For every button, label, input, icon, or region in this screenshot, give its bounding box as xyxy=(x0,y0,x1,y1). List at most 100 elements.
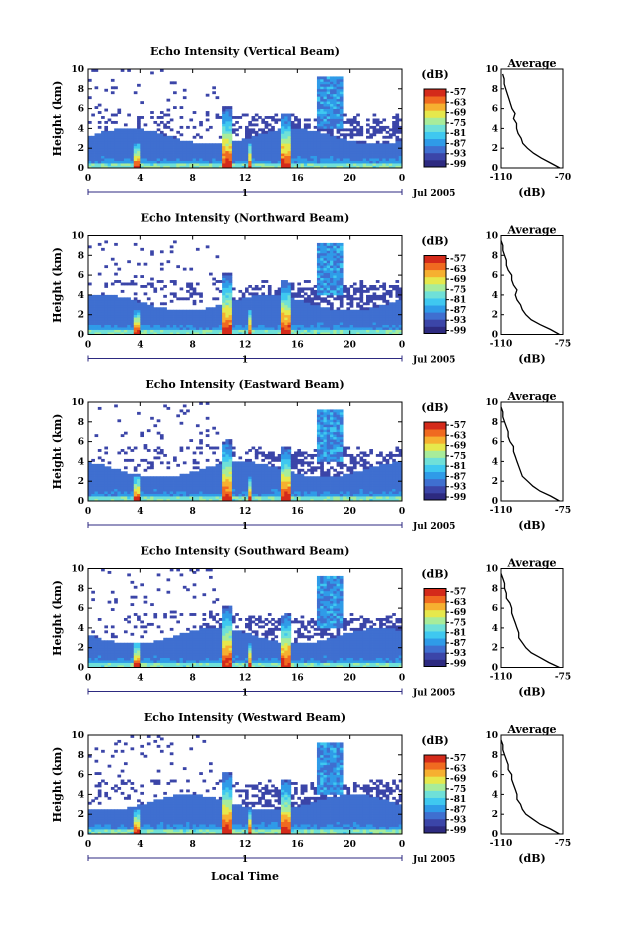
heat-cell xyxy=(228,302,233,306)
heat-cell xyxy=(336,130,341,134)
heat-cell xyxy=(326,91,331,95)
heat-cell xyxy=(284,468,288,472)
heat-cell xyxy=(241,312,246,316)
heat-cell xyxy=(271,302,275,306)
heat-cell xyxy=(94,332,99,335)
heat-cell xyxy=(228,150,233,154)
heat-cell xyxy=(205,491,210,494)
heat-cell xyxy=(101,471,105,475)
heat-cell xyxy=(245,466,249,470)
heat-cell xyxy=(395,302,400,306)
heat-cell xyxy=(120,491,125,494)
heat-cell xyxy=(225,483,230,487)
heat-cell xyxy=(222,165,226,169)
profile-y-tick-label: 0 xyxy=(492,164,498,174)
heat-cell xyxy=(359,287,364,291)
heat-cell xyxy=(163,481,167,485)
heat-cell xyxy=(209,319,213,323)
heat-cell xyxy=(362,324,367,328)
heat-cell xyxy=(349,133,354,137)
heat-cell xyxy=(343,289,347,293)
profile-y-tick-label: 10 xyxy=(485,232,498,242)
heat-cell xyxy=(248,324,252,328)
heat-cell xyxy=(330,275,334,278)
heat-cell xyxy=(264,302,269,306)
heat-cell xyxy=(163,113,167,117)
date-label: Jul 2005 xyxy=(412,189,455,199)
heat-cell xyxy=(366,153,370,157)
heat-cell xyxy=(323,327,328,330)
heat-cell xyxy=(123,491,128,494)
heat-cell xyxy=(137,481,141,485)
heat-cell xyxy=(280,133,285,137)
heat-cell xyxy=(225,158,230,161)
heat-cell xyxy=(267,314,272,318)
heat-cell xyxy=(264,309,269,313)
heat-cell xyxy=(110,304,115,308)
heat-cell xyxy=(336,76,341,80)
heat-cell xyxy=(209,498,213,502)
heat-cell xyxy=(231,491,236,494)
heat-cell xyxy=(117,327,122,330)
heat-cell xyxy=(297,307,302,311)
heat-cell xyxy=(159,130,164,134)
heat-cell xyxy=(267,140,272,144)
heat-cell xyxy=(205,150,210,154)
heat-cell xyxy=(91,486,95,490)
heat-cell xyxy=(316,434,321,438)
heat-cell xyxy=(330,96,334,100)
heat-cell xyxy=(209,165,213,169)
heat-cell xyxy=(326,312,331,316)
heat-cell xyxy=(228,133,233,137)
heat-cell xyxy=(186,153,190,157)
heat-cell xyxy=(313,491,318,494)
heat-cell xyxy=(215,143,220,147)
heat-cell xyxy=(379,165,383,169)
heat-cell xyxy=(97,327,102,330)
heat-cell xyxy=(205,466,210,470)
heat-cell xyxy=(398,307,403,311)
heat-cell xyxy=(359,133,364,137)
heat-cell xyxy=(303,145,308,149)
heat-cell xyxy=(251,116,256,119)
heat-cell xyxy=(320,103,324,107)
heat-cell xyxy=(163,302,167,306)
heat-cell xyxy=(88,163,92,166)
colorbar-tick-label: -93 xyxy=(450,316,466,326)
heat-cell xyxy=(166,461,171,465)
heat-cell xyxy=(140,312,145,316)
heat-cell xyxy=(215,483,220,487)
heat-cell xyxy=(258,468,262,472)
heat-cell xyxy=(398,148,403,152)
heat-cell xyxy=(91,314,95,318)
heat-cell xyxy=(372,113,377,117)
heat-cell xyxy=(267,155,272,159)
heat-cell xyxy=(159,327,164,330)
heat-cell xyxy=(215,478,220,482)
heat-cell xyxy=(97,133,102,137)
heat-cell xyxy=(316,111,321,114)
colorbar-tick-label: -69 xyxy=(450,109,466,119)
heat-cell xyxy=(352,140,357,144)
heat-cell xyxy=(313,160,318,164)
heat-cell xyxy=(356,165,360,169)
heat-cell xyxy=(140,128,145,132)
heat-cell xyxy=(349,165,354,169)
heat-cell xyxy=(202,481,207,485)
heat-cell xyxy=(277,140,282,144)
heat-cell xyxy=(290,130,295,134)
heat-cell xyxy=(159,138,164,142)
heat-cell xyxy=(294,128,298,132)
heat-cell xyxy=(248,160,252,164)
heat-cell xyxy=(323,267,328,271)
heat-cell xyxy=(398,165,403,169)
heat-cell xyxy=(153,491,158,494)
heat-cell xyxy=(385,304,390,308)
heat-cell xyxy=(107,163,112,166)
heat-cell xyxy=(385,312,390,316)
heat-cell xyxy=(228,140,233,144)
heat-cell xyxy=(254,476,259,480)
heat-cell xyxy=(316,265,321,269)
heat-cell xyxy=(330,498,334,502)
heat-cell xyxy=(88,150,92,154)
